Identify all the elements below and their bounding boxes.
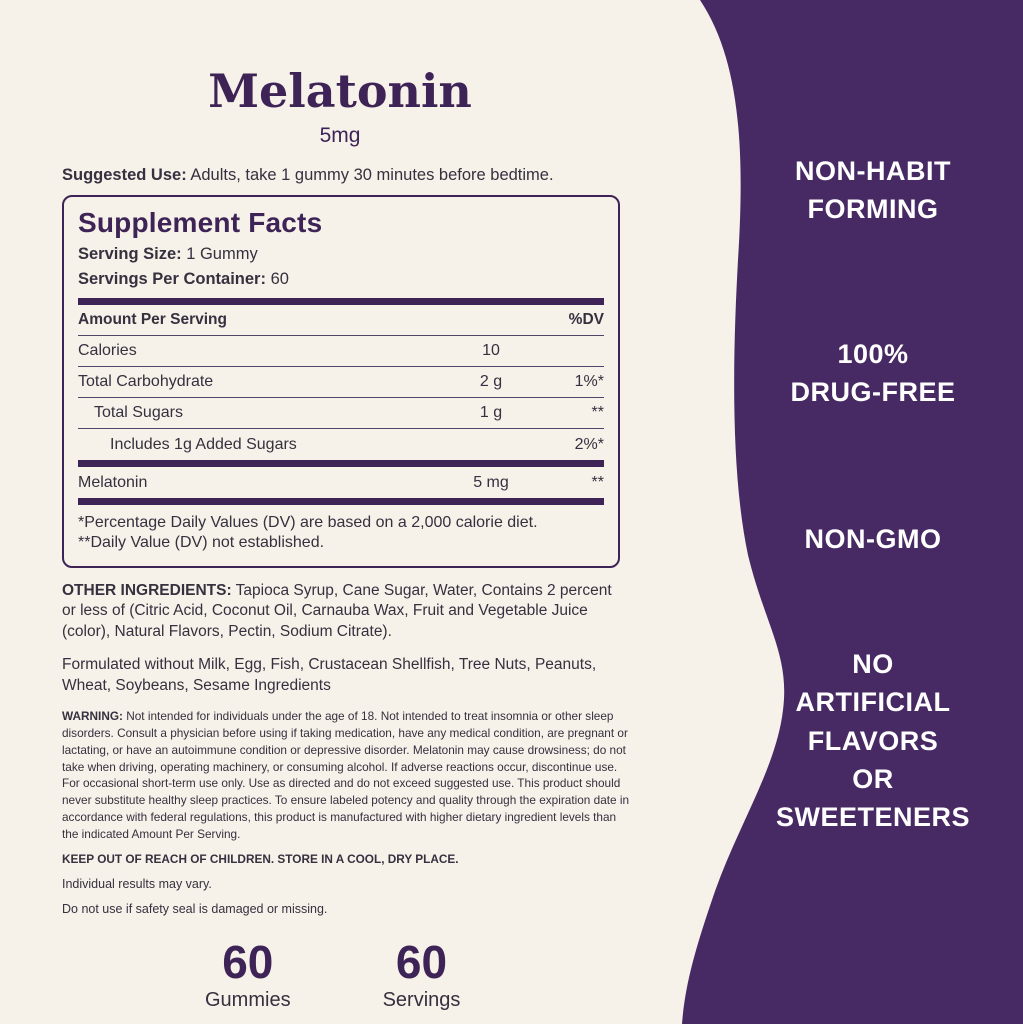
badge-line: 100% xyxy=(837,339,909,369)
gummies-count-number: 60 xyxy=(222,936,274,989)
other-ingredients: OTHER INGREDIENTS: Tapioca Syrup, Cane S… xyxy=(62,581,627,642)
badge-line: NO xyxy=(852,649,894,679)
suggested-use-text: Adults, take 1 gummy 30 minutes before b… xyxy=(186,166,554,184)
supplement-facts-heading: Supplement Facts xyxy=(78,207,323,238)
other-ingredients-label: OTHER INGREDIENTS: xyxy=(62,582,232,599)
label-content: Melatonin 5mg Suggested Use: Adults, tak… xyxy=(62,64,700,1011)
badge-no-artificial: NO ARTIFICIAL FLAVORS OR SWEETENERS xyxy=(723,645,1023,837)
badge-non-gmo: NON-GMO xyxy=(723,520,1023,558)
safety-seal-note: Do not use if safety seal is damaged or … xyxy=(62,902,328,917)
nutrient-dv: ** xyxy=(591,404,604,421)
nutrient-dv: 2%* xyxy=(574,435,604,453)
product-dose: 5mg xyxy=(319,124,361,147)
results-note: Individual results may vary. xyxy=(62,877,212,892)
thick-divider xyxy=(78,498,604,505)
servings-count-label: Servings xyxy=(382,988,461,1011)
badge-line: ARTIFICIAL xyxy=(795,687,951,718)
suggested-use-label: Suggested Use: xyxy=(62,166,187,184)
badge-line: DRUG-FREE xyxy=(790,377,956,408)
servings-count: 60 Servings xyxy=(383,938,461,1011)
purple-curve-path xyxy=(682,0,1023,1024)
allergen-statement: Formulated without Milk, Egg, Fish, Crus… xyxy=(62,656,597,694)
nutrient-amount: 2 g xyxy=(479,373,503,390)
dv-header: %DV xyxy=(568,311,604,328)
badge-line: FORMING xyxy=(807,194,939,225)
other-ingredients-text: Tapioca Syrup, Cane Sugar, Water, Contai… xyxy=(62,582,612,640)
benefit-badges-panel: NON-HABIT FORMING 100% DRUG-FREE NON-GMO… xyxy=(723,0,1023,1024)
thick-divider xyxy=(78,460,604,467)
facts-row-melatonin: Melatonin 5 mg ** xyxy=(78,467,604,498)
amount-per-serving-header: Amount Per Serving xyxy=(78,311,227,328)
serving-size-label: Serving Size: xyxy=(78,245,182,263)
nutrient-name: Melatonin xyxy=(78,473,148,491)
dv-not-established-footnote: **Daily Value (DV) not established. xyxy=(78,534,325,551)
facts-row-total-sugars: Total Sugars 1 g ** xyxy=(78,398,604,429)
nutrient-name: Includes 1g Added Sugars xyxy=(110,435,297,453)
dv-footnote: *Percentage Daily Values (DV) are based … xyxy=(78,514,538,531)
nutrient-amount: 10 xyxy=(482,342,500,359)
nutrient-name: Calories xyxy=(78,342,137,359)
serving-size-line: Serving Size: 1 Gummy xyxy=(78,245,604,264)
facts-row-carbohydrate: Total Carbohydrate 2 g 1%* xyxy=(78,367,604,398)
badge-line: FLAVORS xyxy=(807,725,939,756)
facts-row-calories: Calories 10 xyxy=(78,336,604,367)
supplement-facts-panel: Supplement Facts Serving Size: 1 Gummy S… xyxy=(62,195,620,568)
thick-divider xyxy=(78,298,604,305)
facts-header-row: Amount Per Serving %DV xyxy=(78,305,604,336)
keep-out-of-reach-note: KEEP OUT OF REACH OF CHILDREN. STORE IN … xyxy=(62,852,459,867)
suggested-use: Suggested Use: Adults, take 1 gummy 30 m… xyxy=(62,166,700,185)
nutrient-amount: 1 g xyxy=(479,404,503,421)
badge-line: NON-HABIT xyxy=(795,156,951,186)
nutrient-dv: ** xyxy=(591,473,604,491)
gummies-count: 60 Gummies xyxy=(205,938,291,1011)
badge-line: SWEETENERS xyxy=(775,802,971,833)
warning-text: Not intended for individuals under the a… xyxy=(62,709,630,841)
servings-value: 60 xyxy=(265,270,289,288)
nutrient-amount: 5 mg xyxy=(473,473,509,491)
nutrient-name: Total Sugars xyxy=(94,404,183,421)
warning-label: WARNING: xyxy=(62,709,123,724)
servings-label: Servings Per Container: xyxy=(78,270,266,288)
badge-line: OR xyxy=(852,763,894,794)
warning-statement: WARNING: Not intended for individuals un… xyxy=(62,708,630,842)
facts-row-added-sugars: Includes 1g Added Sugars 2%* xyxy=(78,429,604,460)
badge-line: NON-GMO xyxy=(804,524,942,554)
nutrient-name: Total Carbohydrate xyxy=(78,373,214,390)
serving-size-value: 1 Gummy xyxy=(181,245,258,263)
gummies-count-label: Gummies xyxy=(205,988,291,1011)
badge-drug-free: 100% DRUG-FREE xyxy=(723,335,1023,412)
count-callouts: 60 Gummies 60 Servings xyxy=(205,938,700,1011)
product-title: Melatonin xyxy=(208,64,472,118)
badge-non-habit-forming: NON-HABIT FORMING xyxy=(723,152,1023,229)
nutrient-dv: 1%* xyxy=(574,373,604,390)
servings-count-number: 60 xyxy=(395,936,448,989)
servings-per-container-line: Servings Per Container: 60 xyxy=(78,270,604,289)
